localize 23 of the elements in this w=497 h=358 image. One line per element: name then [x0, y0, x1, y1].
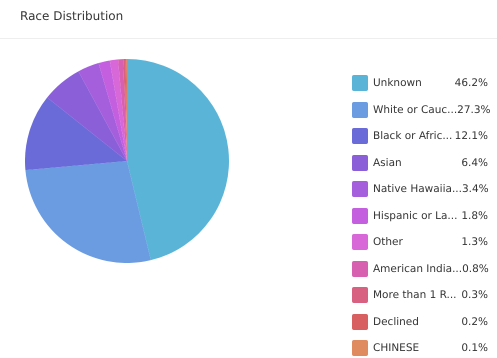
data-label: 27.3%: [457, 104, 491, 116]
legend-label: Black or Afric...: [373, 130, 454, 142]
chart-title: Race Distribution: [20, 9, 124, 23]
data-label: 1.8%: [461, 210, 488, 222]
data-label: 12.1%: [454, 130, 488, 142]
data-label: 0.2%: [461, 316, 488, 328]
data-label: 46.2%: [454, 77, 488, 90]
legend-label: Asian: [373, 156, 403, 169]
legend-label: White or Cauc...: [373, 104, 458, 116]
legend-label: Hispanic or La...: [373, 210, 458, 222]
legend-label: Unknown: [373, 77, 423, 90]
legend-label: American India...: [373, 262, 462, 275]
legend-label: CHINESE: [373, 342, 420, 354]
data-label: 0.3%: [461, 289, 488, 302]
legend-label: Declined: [373, 316, 420, 328]
data-label: 6.4%: [461, 156, 488, 169]
data-label: 1.3%: [461, 236, 488, 248]
legend-label: More than 1 R...: [373, 289, 458, 302]
legend-label: Other: [373, 236, 404, 248]
data-label: 0.8%: [462, 262, 489, 275]
data-label: 0.1%: [461, 342, 488, 354]
legend-label: Native Hawaiia...: [373, 183, 462, 196]
data-label: 3.4%: [462, 183, 489, 196]
